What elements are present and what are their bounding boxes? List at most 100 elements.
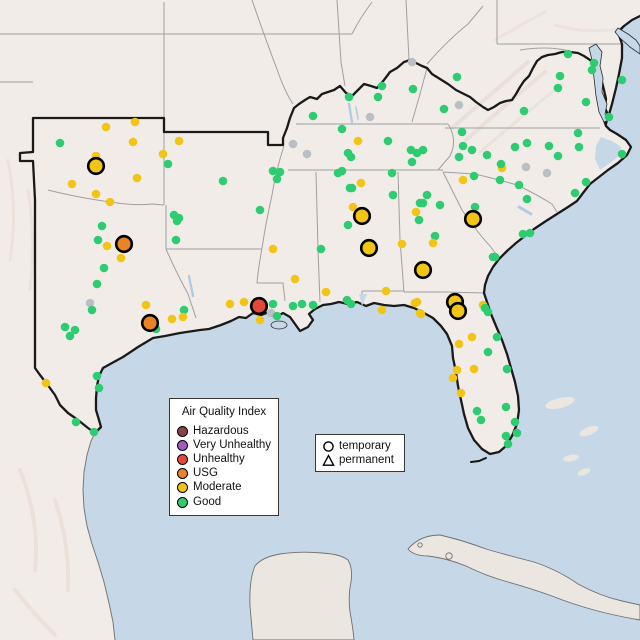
station-dot-moderate[interactable] <box>158 149 168 159</box>
station-dot-moderate[interactable] <box>381 286 391 296</box>
station-dot-moderate[interactable] <box>128 137 138 147</box>
station-dot-good[interactable] <box>470 202 480 212</box>
station-dot-missing[interactable] <box>85 298 95 308</box>
temporary-station-moderate[interactable] <box>448 301 468 321</box>
temporary-station-moderate[interactable] <box>352 206 372 226</box>
station-dot-good[interactable] <box>422 190 432 200</box>
station-dot-good[interactable] <box>496 159 506 169</box>
station-dot-good[interactable] <box>268 166 278 176</box>
station-dot-good[interactable] <box>333 168 343 178</box>
station-dot-good[interactable] <box>522 194 532 204</box>
station-dot-moderate[interactable] <box>415 308 425 318</box>
station-dot-moderate[interactable] <box>174 136 184 146</box>
station-dot-moderate[interactable] <box>41 378 51 388</box>
station-dot-moderate[interactable] <box>348 202 358 212</box>
station-dot-moderate[interactable] <box>290 274 300 284</box>
temporary-station-usg[interactable] <box>140 313 160 333</box>
station-dot-good[interactable] <box>519 106 529 116</box>
station-dot-good[interactable] <box>268 299 278 309</box>
station-dot-moderate[interactable] <box>411 207 421 217</box>
station-dot-good[interactable] <box>439 104 449 114</box>
station-dot-good[interactable] <box>70 325 80 335</box>
station-dot-good[interactable] <box>308 111 318 121</box>
station-dot-good[interactable] <box>482 150 492 160</box>
station-dot-missing[interactable] <box>542 168 552 178</box>
temporary-station-moderate[interactable] <box>359 238 379 258</box>
station-dot-moderate[interactable] <box>268 244 278 254</box>
station-dot-moderate[interactable] <box>397 239 407 249</box>
station-dot-good[interactable] <box>483 307 493 317</box>
station-dot-good[interactable] <box>218 176 228 186</box>
station-dot-good[interactable] <box>469 171 479 181</box>
station-dot-good[interactable] <box>308 300 318 310</box>
station-dot-good[interactable] <box>587 65 597 75</box>
station-dot-good[interactable] <box>343 148 353 158</box>
station-dot-good[interactable] <box>495 175 505 185</box>
station-dot-missing[interactable] <box>407 57 417 67</box>
temporary-station-moderate[interactable] <box>463 209 483 229</box>
station-dot-moderate[interactable] <box>239 297 249 307</box>
station-dot-good[interactable] <box>346 299 356 309</box>
station-dot-moderate[interactable] <box>458 175 468 185</box>
station-dot-missing[interactable] <box>521 162 531 172</box>
station-dot-moderate[interactable] <box>130 117 140 127</box>
station-dot-good[interactable] <box>512 428 522 438</box>
station-dot-good[interactable] <box>522 138 532 148</box>
station-dot-moderate[interactable] <box>467 332 477 342</box>
station-dot-good[interactable] <box>71 417 81 427</box>
station-dot-good[interactable] <box>553 151 563 161</box>
station-dot-moderate[interactable] <box>225 299 235 309</box>
station-dot-good[interactable] <box>476 415 486 425</box>
station-dot-good[interactable] <box>501 402 511 412</box>
station-dot-moderate[interactable] <box>67 179 77 189</box>
station-dot-good[interactable] <box>272 174 282 184</box>
temporary-station-unhealthy[interactable] <box>249 296 269 316</box>
station-dot-good[interactable] <box>492 332 502 342</box>
station-dot-good[interactable] <box>255 205 265 215</box>
station-dot-moderate[interactable] <box>101 122 111 132</box>
station-dot-good[interactable] <box>275 167 285 177</box>
station-dot-good[interactable] <box>574 142 584 152</box>
station-dot-good[interactable] <box>93 235 103 245</box>
station-dot-good[interactable] <box>172 216 182 226</box>
station-dot-good[interactable] <box>472 406 482 416</box>
station-dot-good[interactable] <box>288 301 298 311</box>
station-dot-good[interactable] <box>467 145 477 155</box>
station-dot-good[interactable] <box>297 299 307 309</box>
station-dot-good[interactable] <box>344 92 354 102</box>
station-dot-good[interactable] <box>457 127 467 137</box>
station-dot-moderate[interactable] <box>469 364 479 374</box>
station-dot-good[interactable] <box>272 311 282 321</box>
station-dot-moderate[interactable] <box>356 178 366 188</box>
station-dot-good[interactable] <box>89 427 99 437</box>
station-dot-good[interactable] <box>563 49 573 59</box>
station-dot-moderate[interactable] <box>102 241 112 251</box>
station-dot-good[interactable] <box>92 371 102 381</box>
station-dot-good[interactable] <box>337 124 347 134</box>
station-dot-good[interactable] <box>617 75 627 85</box>
station-dot-good[interactable] <box>163 159 173 169</box>
station-dot-good[interactable] <box>343 220 353 230</box>
station-dot-good[interactable] <box>573 128 583 138</box>
station-dot-good[interactable] <box>589 58 599 68</box>
station-dot-moderate[interactable] <box>105 197 115 207</box>
station-dot-good[interactable] <box>383 136 393 146</box>
station-dot-good[interactable] <box>412 148 422 158</box>
station-dot-moderate[interactable] <box>91 189 101 199</box>
station-dot-good[interactable] <box>377 81 387 91</box>
station-dot-moderate[interactable] <box>456 388 466 398</box>
station-dot-good[interactable] <box>510 417 520 427</box>
station-dot-moderate[interactable] <box>141 300 151 310</box>
station-dot-moderate[interactable] <box>428 238 438 248</box>
station-dot-missing[interactable] <box>302 149 312 159</box>
station-dot-good[interactable] <box>316 244 326 254</box>
station-dot-moderate[interactable] <box>454 339 464 349</box>
station-dot-good[interactable] <box>525 228 535 238</box>
station-dot-good[interactable] <box>435 200 445 210</box>
station-dot-good[interactable] <box>97 221 107 231</box>
station-dot-good[interactable] <box>407 157 417 167</box>
station-dot-good[interactable] <box>430 231 440 241</box>
station-dot-moderate[interactable] <box>132 173 142 183</box>
station-dot-good[interactable] <box>373 92 383 102</box>
station-dot-good[interactable] <box>388 190 398 200</box>
